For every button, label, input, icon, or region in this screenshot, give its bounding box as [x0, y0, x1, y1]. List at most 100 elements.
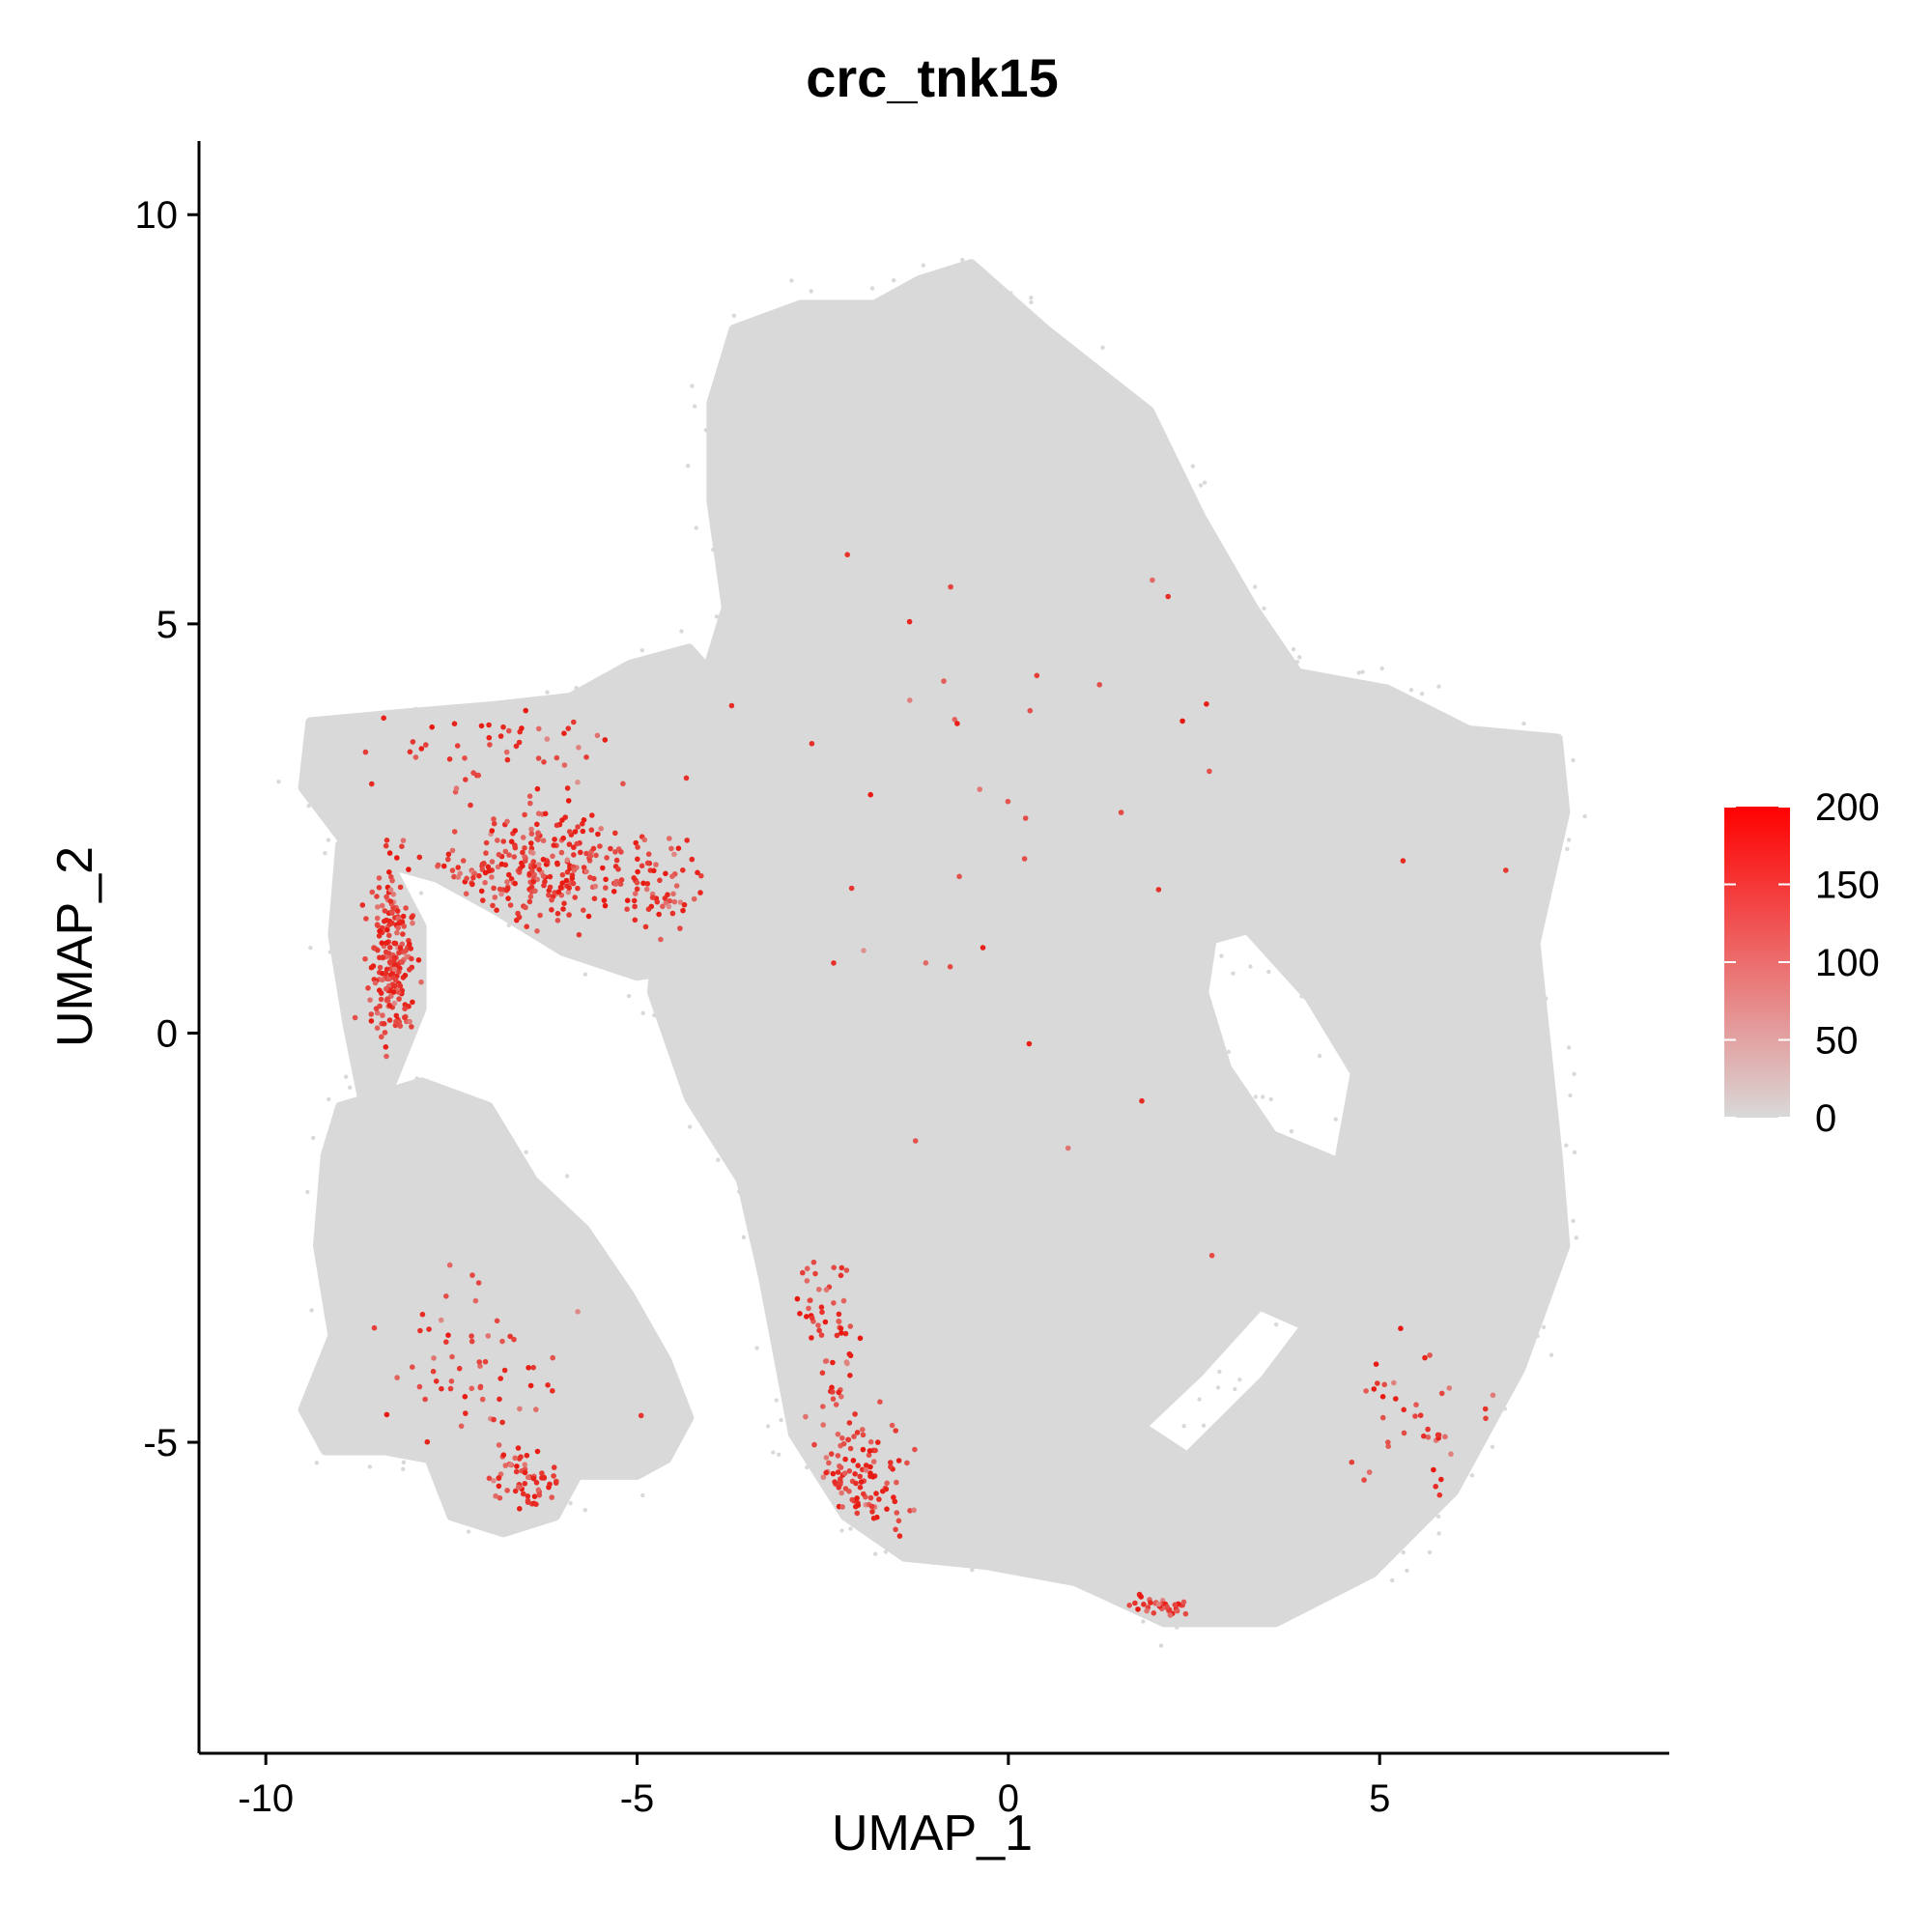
point-bg — [1190, 464, 1196, 469]
point-bg — [1163, 508, 1168, 513]
point-bg — [1490, 1136, 1494, 1142]
point-bg — [1390, 799, 1395, 804]
point-bg — [1041, 1363, 1047, 1369]
point-bg — [328, 1326, 333, 1331]
point-bg — [865, 1260, 869, 1265]
point-bg — [834, 300, 839, 305]
point-bg — [881, 1437, 886, 1443]
point-bg — [414, 993, 420, 998]
point-bg — [1133, 402, 1139, 407]
point-bg — [880, 941, 885, 947]
point-bg — [1016, 440, 1021, 445]
point-bg — [903, 995, 908, 1000]
point-bg — [981, 999, 987, 1004]
point-bg — [896, 375, 901, 381]
point-bg — [1075, 1101, 1081, 1107]
point-main-left-edge-bottom — [912, 1446, 918, 1453]
point-bg — [654, 1431, 659, 1436]
point-bg — [616, 969, 621, 974]
point-bg — [1231, 971, 1236, 976]
point-bg — [687, 1124, 693, 1129]
point-bg — [520, 876, 526, 882]
point-bg — [967, 450, 972, 456]
point-main-sparse — [952, 717, 958, 723]
point-bg — [1258, 1217, 1263, 1223]
point-bg — [353, 1386, 357, 1391]
point-bg — [1186, 711, 1191, 716]
point-left-upper-band — [574, 840, 580, 847]
point-left-upper-band — [536, 867, 542, 872]
point-lower-left-lobe-bottom — [535, 1487, 542, 1493]
point-left-upper-band — [597, 843, 603, 849]
point-bg — [684, 927, 689, 932]
point-bg — [923, 1296, 928, 1301]
point-bg — [986, 865, 992, 869]
point-bg — [898, 296, 903, 301]
point-bg — [774, 1059, 779, 1065]
point-bg — [914, 908, 919, 913]
point-bg — [1237, 1543, 1243, 1548]
point-bg — [777, 1056, 781, 1061]
point-bg — [835, 447, 840, 452]
point-lower-left-lobe-bottom — [512, 1455, 518, 1462]
point-lower-left-lobe-scatter — [527, 1382, 534, 1389]
point-bg — [764, 1116, 769, 1122]
point-bg — [722, 654, 727, 660]
point-bg — [426, 1423, 431, 1429]
point-bg — [1390, 1577, 1395, 1583]
point-left-vertical-band — [383, 1044, 389, 1050]
point-bg — [1306, 1426, 1312, 1431]
point-bg — [570, 903, 576, 908]
point-main-sparse — [912, 1138, 919, 1144]
point-left-upper-band — [620, 781, 626, 787]
point-bg — [1511, 1304, 1516, 1309]
point-lower-left-lobe-bottom — [502, 1463, 509, 1468]
point-bg — [1124, 1149, 1129, 1153]
point-bg — [879, 1368, 885, 1373]
point-bg — [915, 1496, 921, 1502]
point-bg — [1362, 1222, 1367, 1227]
point-bg — [1387, 755, 1392, 760]
point-left-upper-band-top — [523, 707, 528, 714]
point-bg — [1000, 434, 1005, 439]
point-bg — [323, 851, 327, 856]
point-bg — [1226, 1049, 1232, 1055]
point-main-left-edge-bottom — [891, 1494, 896, 1500]
point-bg — [1425, 1186, 1431, 1191]
point-bg — [829, 945, 835, 951]
point-bg — [785, 894, 790, 898]
point-lower-left-lobe-bottom — [539, 1475, 545, 1481]
point-bg — [1299, 1171, 1304, 1176]
point-bg — [946, 1474, 952, 1480]
point-bg — [924, 548, 929, 554]
point-bg — [1372, 686, 1378, 691]
point-bg — [1297, 655, 1302, 660]
point-left-upper-band — [559, 871, 566, 878]
point-left-upper-band — [522, 811, 527, 818]
point-bg — [592, 1315, 597, 1321]
point-main-bottom-tip — [1167, 1612, 1174, 1618]
point-bg — [955, 993, 960, 999]
point-bg — [1156, 1482, 1161, 1488]
point-bg — [468, 1142, 472, 1148]
point-bg — [1251, 1160, 1256, 1166]
point-left-upper-band-top — [475, 772, 482, 779]
point-bg — [1163, 1362, 1169, 1368]
point-bg — [1105, 671, 1111, 677]
point-bg — [909, 373, 915, 378]
point-bg — [997, 1522, 1002, 1527]
point-left-upper-band — [512, 828, 518, 834]
point-bg — [1334, 1230, 1339, 1235]
point-left-upper-band-top — [564, 785, 571, 791]
point-bg — [1198, 1455, 1203, 1461]
point-lower-left-lobe-scatter — [491, 1416, 497, 1423]
point-bg — [1262, 606, 1266, 611]
point-bg — [582, 1442, 588, 1447]
point-left-upper-band — [581, 907, 586, 913]
point-main-bottom-tip — [1172, 1602, 1179, 1608]
point-main-left-edge-mid — [830, 1359, 836, 1366]
point-lower-left-lobe-scatter — [551, 1464, 557, 1470]
point-bg — [1381, 1182, 1386, 1187]
point-bg — [863, 524, 867, 528]
point-bg — [1019, 707, 1024, 712]
